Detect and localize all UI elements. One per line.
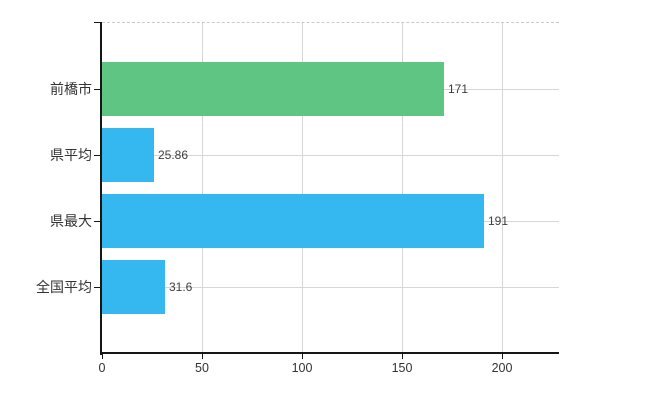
vertical-gridline	[402, 23, 403, 353]
x-axis-tick	[202, 354, 203, 359]
horizontal-gridline	[102, 155, 559, 156]
value-label: 25.86	[158, 148, 189, 162]
x-axis-tick-label: 50	[195, 361, 209, 375]
horizontal-gridline	[102, 287, 559, 288]
value-label: 31.6	[169, 280, 193, 294]
bar-1	[102, 128, 154, 182]
y-axis-label: 県最大	[50, 213, 92, 229]
x-axis-tick-label: 100	[291, 361, 313, 375]
vertical-gridline	[202, 23, 203, 353]
y-axis-label: 前橋市	[50, 81, 92, 97]
x-axis-tick-label: 200	[491, 361, 513, 375]
x-axis-tick-label: 150	[391, 361, 413, 375]
y-axis-tick	[94, 155, 101, 156]
x-axis-tick	[402, 354, 403, 359]
bar-0	[102, 62, 444, 116]
x-axis-tick	[302, 354, 303, 359]
vertical-gridline	[502, 23, 503, 353]
bar-3	[102, 260, 165, 314]
value-label: 191	[488, 214, 509, 228]
vertical-gridline	[302, 23, 303, 353]
value-label: 171	[448, 82, 469, 96]
x-axis-tick	[102, 354, 103, 359]
bar-2	[102, 194, 484, 248]
y-axis-tick	[94, 221, 101, 222]
y-axis-line	[100, 22, 102, 355]
x-axis-tick-label: 0	[98, 361, 106, 375]
y-axis-tick	[94, 287, 101, 288]
plot-top-border	[102, 22, 559, 23]
y-axis-top-tick	[94, 22, 101, 23]
x-axis-tick	[502, 354, 503, 359]
x-axis-line	[100, 352, 559, 354]
y-axis-tick	[94, 89, 101, 90]
y-axis-label: 全国平均	[36, 279, 92, 295]
y-axis-label: 県平均	[50, 147, 92, 163]
